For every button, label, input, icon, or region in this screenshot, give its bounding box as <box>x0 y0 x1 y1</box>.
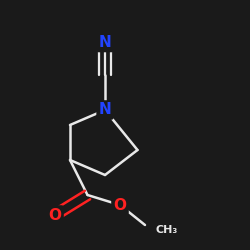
Text: CH₃: CH₃ <box>155 225 177 235</box>
Text: N: N <box>98 35 112 50</box>
Text: N: N <box>98 102 112 118</box>
Text: O: O <box>114 198 126 212</box>
Text: O: O <box>48 208 62 222</box>
